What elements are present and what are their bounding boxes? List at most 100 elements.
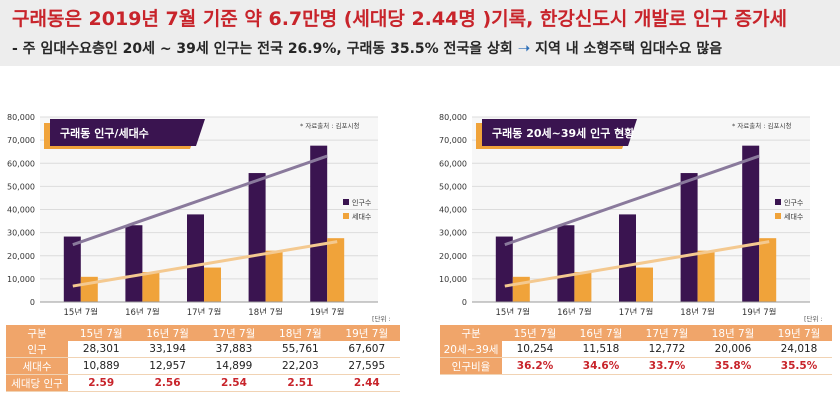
table-header-label: 구분 — [440, 325, 502, 341]
bar-세대수 — [697, 250, 715, 302]
source-note: * 자료출처 : 김포시청 — [300, 121, 359, 130]
table-row-label: 세대수 — [6, 357, 68, 375]
bar-세대수 — [204, 267, 221, 302]
table-row-label: 20세~39세 — [440, 341, 502, 358]
legend-swatch-households — [343, 213, 349, 219]
table-cell: 35.8% — [700, 357, 766, 375]
x-tick-label: 15년 7월 — [496, 307, 531, 315]
table-cell: 27,595 — [333, 357, 400, 375]
trendline-households — [72, 240, 338, 288]
bar-인구수 — [742, 145, 760, 302]
chart-panel-young-population: 0 10,000 20,000 30,000 40,000 50,000 60,000 70,… — [432, 105, 832, 405]
bar-인구수 — [619, 214, 636, 302]
table-row: 인구비율 36.2% 34.6% 33.7% 35.8% 35.5% — [440, 357, 832, 375]
young-population-table: 구분 15년 7월 16년 7월 17년 7월 18년 7월 19년 7월 20세~39세 1… — [440, 325, 832, 375]
chart-young-population: 0 10,000 20,000 30,000 40,000 50,000 60,000 70,… — [439, 113, 810, 315]
table-cell: 20,006 — [700, 341, 766, 358]
table-cell: 33,194 — [134, 341, 201, 358]
y-tick-label: 60,000 — [439, 159, 467, 168]
table-header-cell: 17년 7월 — [634, 325, 700, 341]
bar-세대수 — [512, 276, 530, 302]
y-tick-label: 80,000 — [7, 113, 35, 122]
chart-title-ribbon: 구래동 인구/세대수 — [44, 119, 205, 149]
bar-세대수 — [265, 250, 283, 302]
chart-title-ribbon: 구래동 20세~39세 인구 현황 — [476, 119, 637, 149]
y-tick-label: 20,000 — [439, 252, 467, 261]
chart-title: 구래동 20세~39세 인구 현황 — [492, 126, 634, 140]
legend-label: 인구수 — [784, 198, 804, 207]
table-cell: 2.54 — [200, 374, 268, 392]
source-note: * 자료출처 : 김포시청 — [732, 121, 791, 130]
table-cell: 55,761 — [267, 341, 334, 358]
table-row: 세대수 10,889 12,957 14,899 22,203 27,595 — [6, 357, 400, 375]
trendline-households — [504, 240, 770, 288]
bar-세대수 — [759, 238, 777, 302]
bar-세대수 — [327, 238, 345, 302]
table-cell: 2.44 — [333, 374, 400, 392]
y-tick-label: 0 — [462, 298, 467, 307]
table-row-label: 세대당 인구 — [6, 374, 68, 392]
bar-인구수 — [248, 173, 266, 302]
x-tick-label: 19년 7월 — [742, 307, 777, 315]
x-tick-label: 18년 7월 — [248, 307, 283, 315]
bar-인구수 — [310, 145, 328, 302]
table-header-cell: 15년 7월 — [68, 325, 135, 341]
page-title: 구래동은 2019년 7월 기준 약 6.7만명 (세대당 2.44명 )기록,… — [12, 8, 788, 30]
y-tick-label: 80,000 — [439, 113, 467, 122]
table-cell: 2.59 — [68, 374, 135, 392]
table-cell: 14,899 — [200, 357, 268, 375]
y-tick-label: 0 — [30, 298, 35, 307]
y-tick-label: 30,000 — [439, 229, 467, 238]
table-row-label: 인구 — [6, 341, 68, 358]
legend-label: 인구수 — [352, 198, 372, 207]
table-cell: 10,254 — [502, 341, 568, 358]
y-tick-label: 50,000 — [7, 182, 35, 191]
bar-세대수 — [636, 267, 653, 302]
table-header-cell: 18년 7월 — [700, 325, 766, 341]
bar-인구수 — [680, 173, 698, 302]
table-header-row: 구분 15년 7월 16년 7월 17년 7월 18년 7월 19년 7월 — [440, 325, 832, 341]
y-tick-label: 50,000 — [439, 182, 467, 191]
table-cell: 67,607 — [333, 341, 400, 358]
subtitle-left: - 주 임대수요층인 20세 ~ 39세 인구는 전국 26.9%, 구래동 3… — [12, 41, 513, 57]
bar-인구수 — [125, 225, 143, 302]
table-cell: 2.51 — [267, 374, 334, 392]
bar-세대수 — [574, 272, 592, 302]
legend-label: 세대수 — [784, 212, 804, 221]
x-tick-label: 18년 7월 — [680, 307, 715, 315]
x-tick-label: 15년 7월 — [64, 307, 99, 315]
table-row: 20세~39세 10,254 11,518 12,772 20,006 24,018 — [440, 341, 832, 358]
table-header-cell: 18년 7월 — [267, 325, 334, 341]
bar-세대수 — [142, 272, 160, 302]
chart-panel-population: 0 10,000 20,000 30,000 40,000 50,000 60,000 70,… — [0, 105, 400, 405]
table-cell: 12,772 — [634, 341, 700, 358]
table-row: 인구 28,301 33,194 37,883 55,761 67,607 — [6, 341, 400, 358]
chart-population-households: 0 10,000 20,000 30,000 40,000 50,000 60,000 70,… — [7, 113, 378, 315]
subtitle-right: 지역 내 소형주택 임대수요 많음 — [535, 41, 723, 57]
title-ribbon-bg — [50, 119, 205, 146]
x-tick-label: 17년 7월 — [187, 307, 222, 315]
legend-swatch-population — [343, 199, 349, 205]
x-tick-label: 19년 7월 — [310, 307, 345, 315]
trendline-population — [504, 154, 760, 247]
y-tick-label: 40,000 — [439, 206, 467, 215]
table-cell: 34.6% — [568, 357, 634, 375]
right-arrow-icon: ➝ — [517, 39, 531, 57]
x-tick-label: 16년 7월 — [125, 307, 160, 315]
table-header-label: 구분 — [6, 325, 68, 341]
table-cell: 12,957 — [134, 357, 201, 375]
y-tick-label: 30,000 — [7, 229, 35, 238]
y-tick-label: 70,000 — [439, 136, 467, 145]
table-header-cell: 17년 7월 — [200, 325, 268, 341]
bar-인구수 — [63, 236, 81, 302]
table-row: 세대당 인구 2.59 2.56 2.54 2.51 2.44 — [6, 374, 400, 392]
table-header-cell: 16년 7월 — [568, 325, 634, 341]
y-tick-label: 10,000 — [7, 275, 35, 284]
table-header-cell: 16년 7월 — [134, 325, 201, 341]
table-cell: 28,301 — [68, 341, 135, 358]
table-header-cell: 15년 7월 — [502, 325, 568, 341]
table-cell: 36.2% — [502, 357, 568, 375]
y-tick-label: 60,000 — [7, 159, 35, 168]
y-tick-label: 40,000 — [7, 206, 35, 215]
table-header-row: 구분 15년 7월 16년 7월 17년 7월 18년 7월 19년 7월 — [6, 325, 400, 341]
